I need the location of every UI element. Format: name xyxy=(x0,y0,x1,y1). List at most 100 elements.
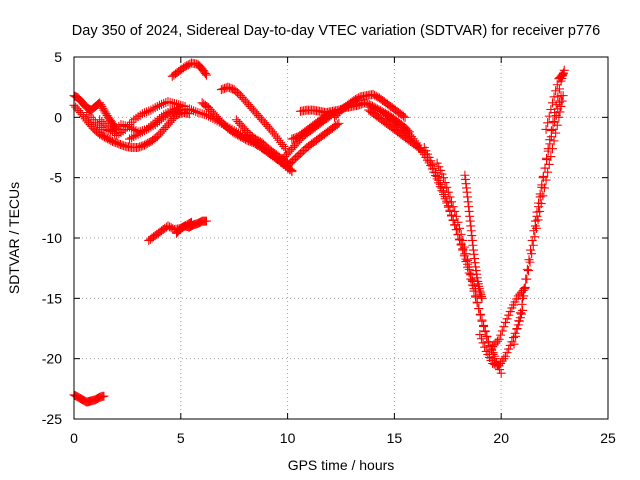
data-point xyxy=(144,123,154,133)
data-point xyxy=(544,111,554,121)
data-point xyxy=(127,133,137,143)
data-point xyxy=(461,249,471,259)
x-tick-label: 15 xyxy=(387,430,403,446)
data-segment xyxy=(167,58,211,81)
x-tick-label: 25 xyxy=(600,430,616,446)
data-point xyxy=(505,307,515,317)
data-point xyxy=(475,330,485,340)
data-point xyxy=(135,128,145,138)
data-point xyxy=(432,171,442,181)
chart-title: Day 350 of 2024, Sidereal Day-to-day VTE… xyxy=(72,23,600,39)
data-point xyxy=(497,326,507,336)
data-point xyxy=(201,70,211,80)
data-point xyxy=(432,158,442,168)
data-point xyxy=(519,284,529,294)
data-point xyxy=(550,117,560,127)
data-point xyxy=(169,98,179,108)
y-tick-label: -15 xyxy=(42,290,62,306)
data-point xyxy=(546,126,556,136)
data-point xyxy=(500,351,510,361)
data-point xyxy=(543,118,553,128)
data-point xyxy=(99,105,109,115)
data-point xyxy=(463,255,473,265)
data-point xyxy=(496,358,506,368)
data-point xyxy=(148,104,158,114)
data-point xyxy=(86,112,96,122)
data-point xyxy=(480,327,490,337)
data-point xyxy=(133,129,143,139)
data-point xyxy=(549,92,559,102)
data-segment xyxy=(69,100,194,152)
data-point xyxy=(547,98,557,108)
data-segment xyxy=(283,118,344,171)
data-point xyxy=(472,297,482,307)
data-marks xyxy=(69,58,569,407)
data-point xyxy=(154,100,164,110)
data-point xyxy=(507,337,517,347)
data-point xyxy=(174,106,184,116)
data-point xyxy=(434,162,444,172)
data-point xyxy=(189,106,199,116)
data-point xyxy=(497,356,507,366)
data-point xyxy=(97,101,107,111)
y-axis-label: SDTVAR / TECUs xyxy=(6,182,22,294)
data-point xyxy=(191,107,201,117)
data-point xyxy=(541,124,551,134)
data-point xyxy=(545,135,555,145)
data-point xyxy=(435,179,445,189)
data-point xyxy=(101,120,111,130)
data-segment xyxy=(216,82,290,154)
data-point xyxy=(99,118,109,128)
data-point xyxy=(400,112,410,122)
data-point xyxy=(448,202,458,212)
data-point xyxy=(494,334,504,344)
data-point xyxy=(439,173,449,183)
data-point xyxy=(114,121,124,131)
data-point xyxy=(193,108,203,118)
data-point xyxy=(512,324,522,333)
y-tick-label: 5 xyxy=(54,49,62,65)
data-point xyxy=(523,266,533,276)
data-point xyxy=(459,251,469,261)
data-point xyxy=(107,126,117,136)
data-point xyxy=(197,109,207,119)
data-point xyxy=(480,342,490,352)
data-point xyxy=(154,116,164,126)
data-point xyxy=(496,330,506,340)
data-point xyxy=(150,120,160,130)
data-point xyxy=(543,144,553,154)
data-point xyxy=(504,344,514,354)
data-point xyxy=(534,202,544,212)
data-segment xyxy=(460,170,487,303)
data-segment xyxy=(381,110,481,296)
data-point xyxy=(502,348,512,358)
data-point xyxy=(527,235,537,245)
data-point xyxy=(515,308,525,318)
data-point xyxy=(477,316,487,326)
data-point xyxy=(426,156,436,166)
data-point xyxy=(514,316,524,326)
data-point xyxy=(157,99,167,109)
data-point xyxy=(287,165,297,175)
data-point xyxy=(82,108,92,118)
data-point xyxy=(455,223,465,233)
data-point xyxy=(554,84,564,94)
data-point xyxy=(490,351,500,361)
data-point xyxy=(475,310,485,320)
data-point xyxy=(186,105,196,115)
data-point xyxy=(131,130,141,140)
data-point xyxy=(511,331,521,341)
data-point xyxy=(522,264,532,274)
data-point xyxy=(204,111,214,121)
y-tick-label: -5 xyxy=(50,170,63,186)
data-point xyxy=(434,175,444,185)
data-point xyxy=(144,106,154,116)
data-point xyxy=(537,182,547,192)
data-point xyxy=(499,322,509,332)
data-point xyxy=(540,163,550,173)
data-point xyxy=(500,317,510,327)
data-point xyxy=(99,391,109,401)
data-point xyxy=(437,169,447,179)
data-point xyxy=(447,197,457,207)
data-point xyxy=(499,354,509,364)
